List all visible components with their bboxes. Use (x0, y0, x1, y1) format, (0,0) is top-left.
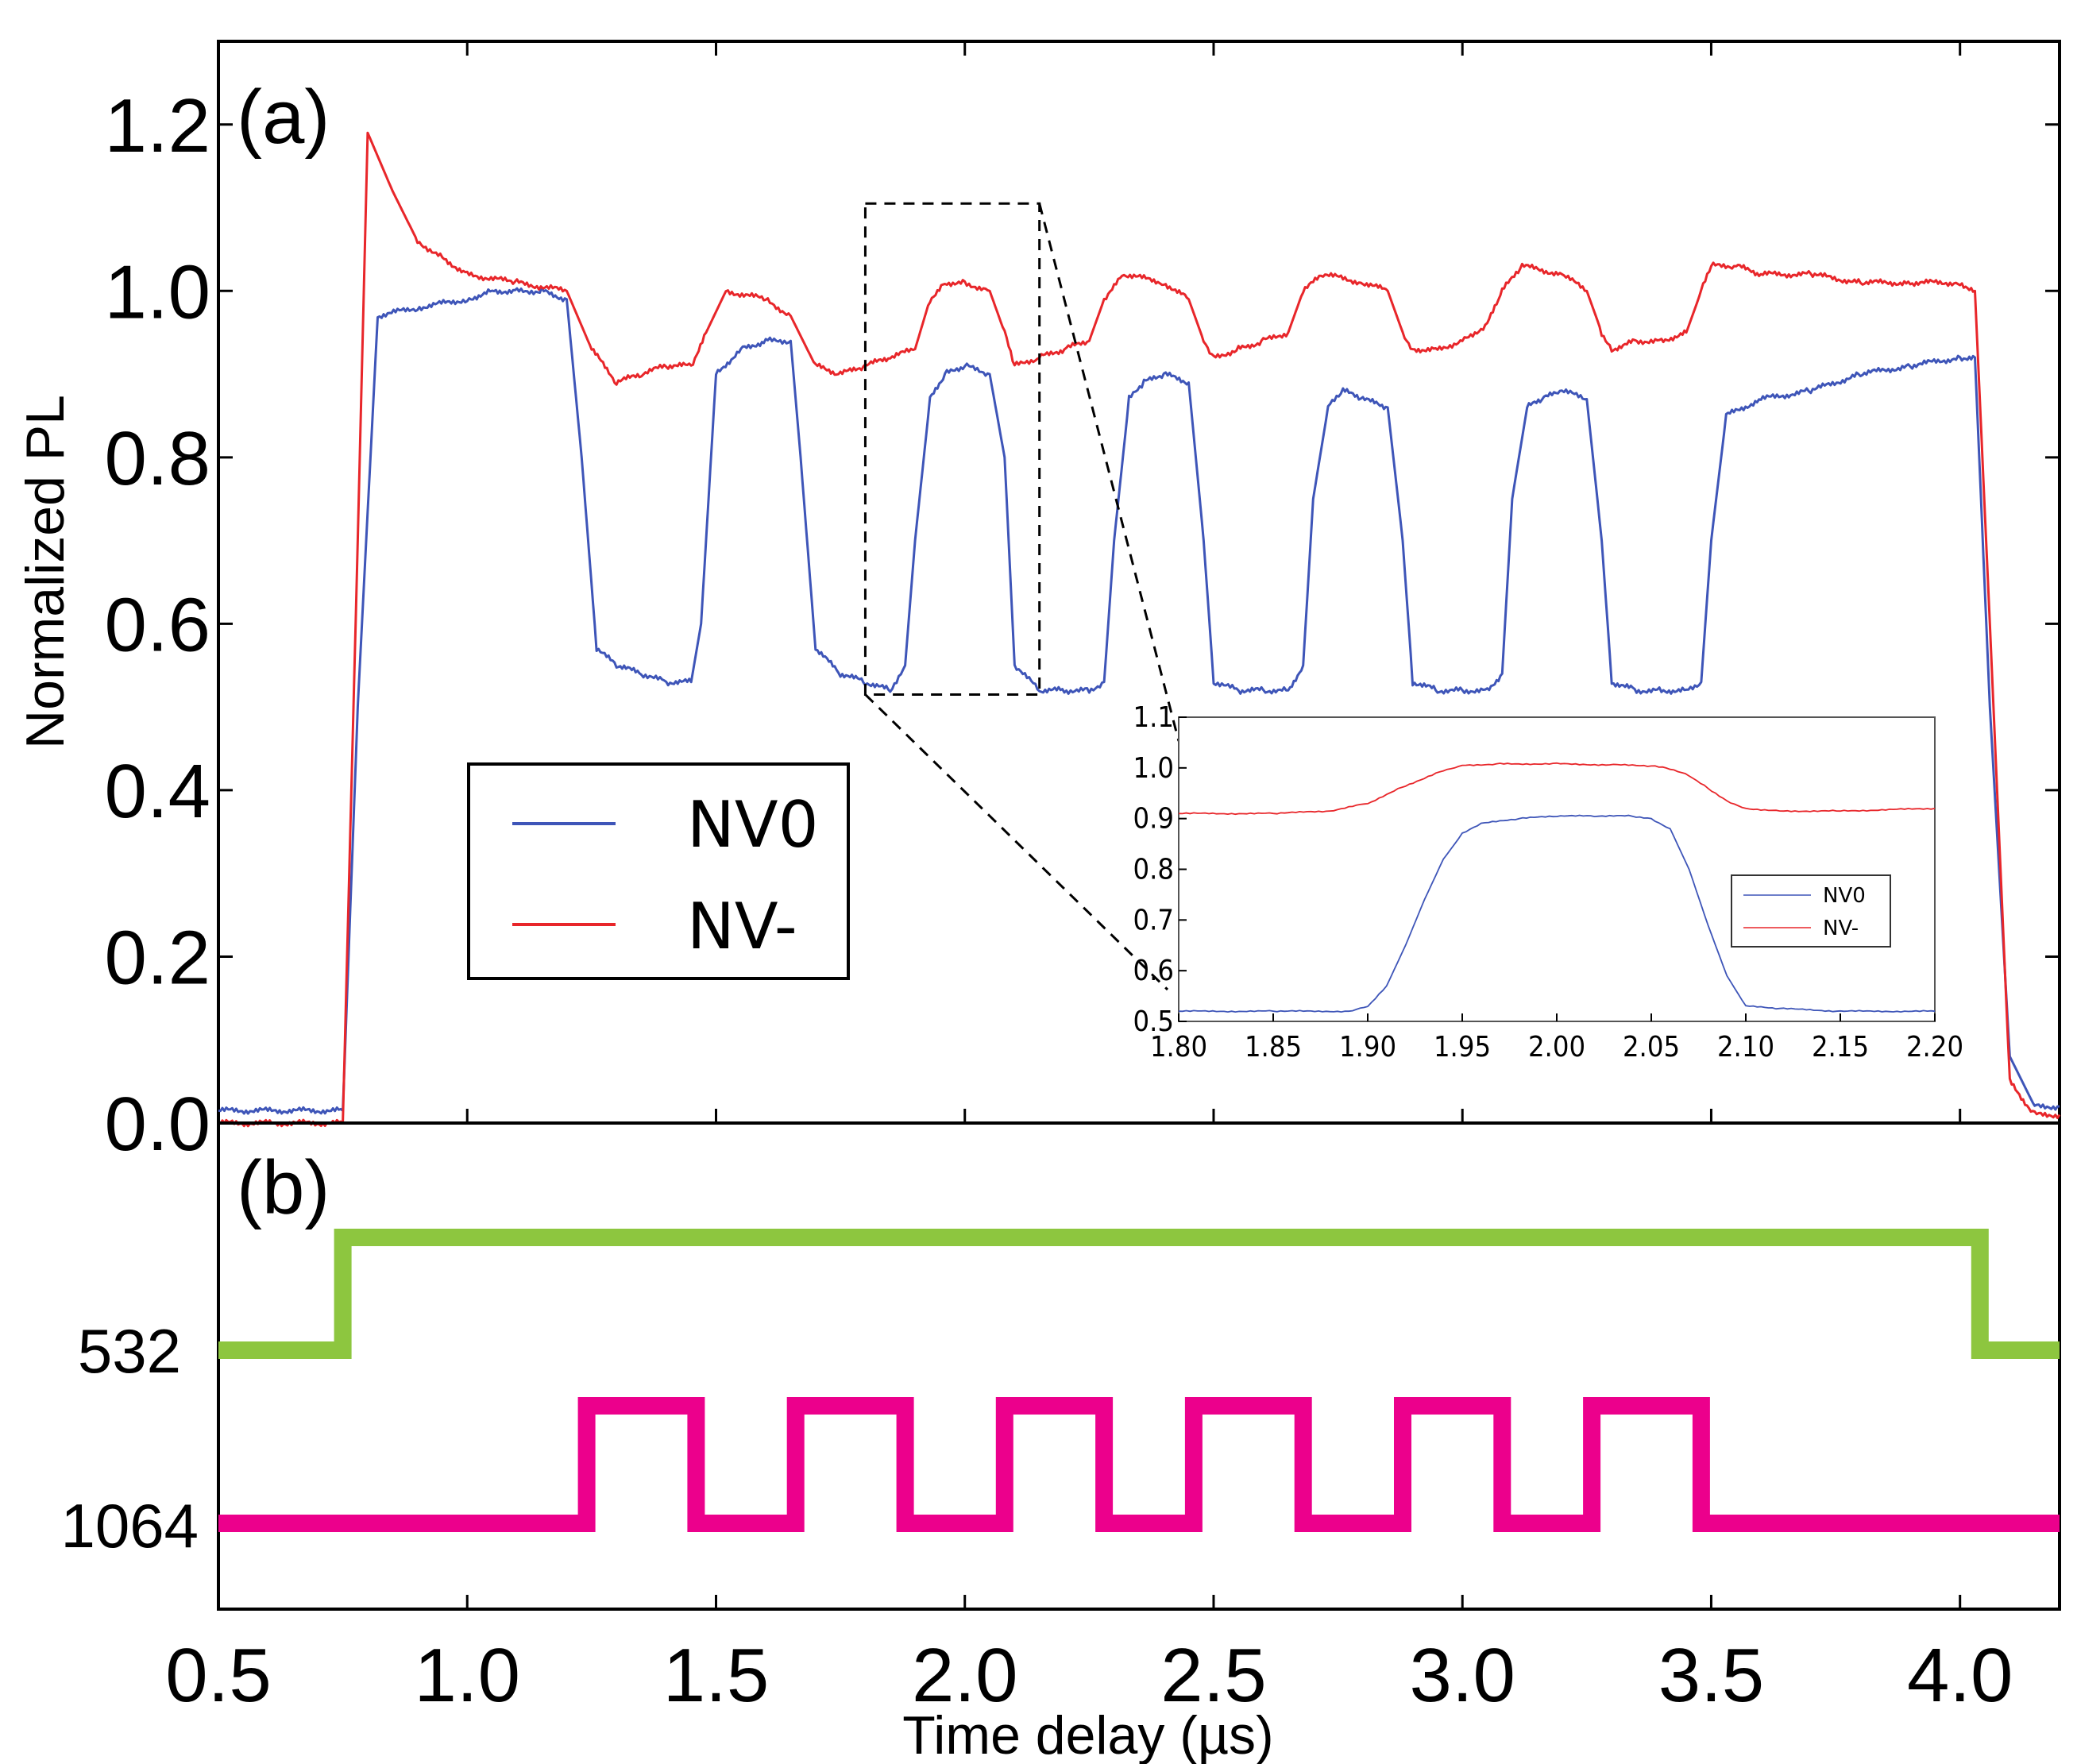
panel-a-ytick-label: 0.4 (105, 749, 210, 834)
panel-a-ytick-label: 1.0 (105, 249, 210, 334)
inset-ytick-label: 1.1 (1133, 701, 1175, 734)
inset-ytick-label: 0.9 (1133, 803, 1175, 836)
inset-background (1178, 716, 1936, 1022)
panel-a-yticks: 0.0 0.2 0.4 0.6 0.8 1.0 1.2 (105, 83, 2060, 1167)
panel-b-xtick-label: 4.0 (1907, 1633, 2013, 1718)
panel-a-ytick-label: 0.0 (105, 1082, 210, 1167)
zoom-box (863, 202, 1041, 696)
panel-a-lines (218, 131, 2061, 1128)
inset-xtick-label: 2.00 (1528, 1031, 1585, 1063)
inset-xtick-label: 2.20 (1906, 1031, 1963, 1063)
inset-xtick-label: 1.95 (1434, 1031, 1491, 1063)
inset-legend-label-nv-: NV- (1823, 917, 1859, 940)
panel-b-xtick-label: 1.0 (415, 1633, 520, 1718)
inset-xtick-label: 1.90 (1339, 1031, 1396, 1063)
pulse-line-532 (218, 1229, 2060, 1359)
inset-xtick-label: 2.05 (1623, 1031, 1680, 1063)
panel-a-ytick-label: 0.2 (105, 915, 210, 1000)
panel-b-xtick-label: 2.5 (1160, 1633, 1266, 1718)
inset-series-line-nv0 (1178, 814, 1936, 1013)
x-axis-label: Time delay (µs) (902, 1705, 1273, 1764)
inset-yticks: 0.5 0.6 0.7 0.8 0.9 1.0 1.1 (1133, 701, 1187, 1038)
inset-legend-label-nv0: NV0 (1823, 884, 1866, 908)
panel-b-xticks: 0.5 1.0 1.5 2.0 2.5 3.0 3.5 4.0 (165, 1595, 2013, 1718)
zoom-connector-top (1038, 203, 1180, 742)
panel-b-label: (b) (237, 1145, 330, 1230)
ylabel-1064: 1064 (60, 1491, 199, 1561)
inset-ytick-label: 0.5 (1133, 1006, 1175, 1038)
panel-b-xtick-label: 0.5 (165, 1633, 271, 1718)
panel-a-ytick-label: 0.8 (105, 416, 210, 501)
inset-legend: NV0 NV- (1731, 874, 1891, 948)
panel-b-xtick-label: 2.0 (912, 1633, 1017, 1718)
ylabel-532: 532 (78, 1316, 181, 1386)
legend-label-nv-: NV- (687, 890, 797, 963)
inset-xtick-label: 1.85 (1245, 1031, 1302, 1063)
panel-a-ytick-label: 0.6 (105, 582, 210, 667)
legend-label-nv0: NV0 (687, 788, 818, 862)
panel-a-ytick-label: 1.2 (105, 83, 210, 168)
inset-xticks: 1.80 1.85 1.90 1.95 2.00 2.05 2.10 2.15 2.20 (1150, 1013, 1963, 1063)
panel-a-label: (a) (237, 75, 330, 160)
inset-ytick-label: 0.7 (1133, 904, 1175, 936)
series-line-nv0 (218, 286, 2060, 1115)
panel-b-xtick-label: 3.0 (1409, 1633, 1515, 1718)
panel-b-xtick-label: 3.5 (1658, 1633, 1764, 1718)
inset-lines (1178, 762, 1936, 1013)
zoom-connector-bottom (864, 693, 1169, 991)
inset-ytick-label: 1.0 (1133, 752, 1175, 785)
legend: NV0 NV- (467, 762, 850, 980)
panel-a-xticks (217, 41, 1962, 1123)
pulse-line-1064 (218, 1397, 2060, 1532)
inset-ytick-label: 0.6 (1133, 955, 1175, 987)
inset-xtick-label: 2.15 (1812, 1031, 1869, 1063)
inset-ytick-label: 0.8 (1133, 854, 1175, 886)
panel-b-frame (217, 1121, 2061, 1611)
inset-series-line-nv- (1178, 762, 1936, 816)
inset-xtick-label: 1.80 (1150, 1031, 1207, 1063)
inset-xtick-label: 2.10 (1717, 1031, 1774, 1063)
y-axis-label: Normalized PL (15, 395, 75, 749)
series-line-nv- (218, 131, 2061, 1128)
panel-b-xtick-label: 1.5 (663, 1633, 769, 1718)
panel-b-lines (218, 1229, 2060, 1532)
